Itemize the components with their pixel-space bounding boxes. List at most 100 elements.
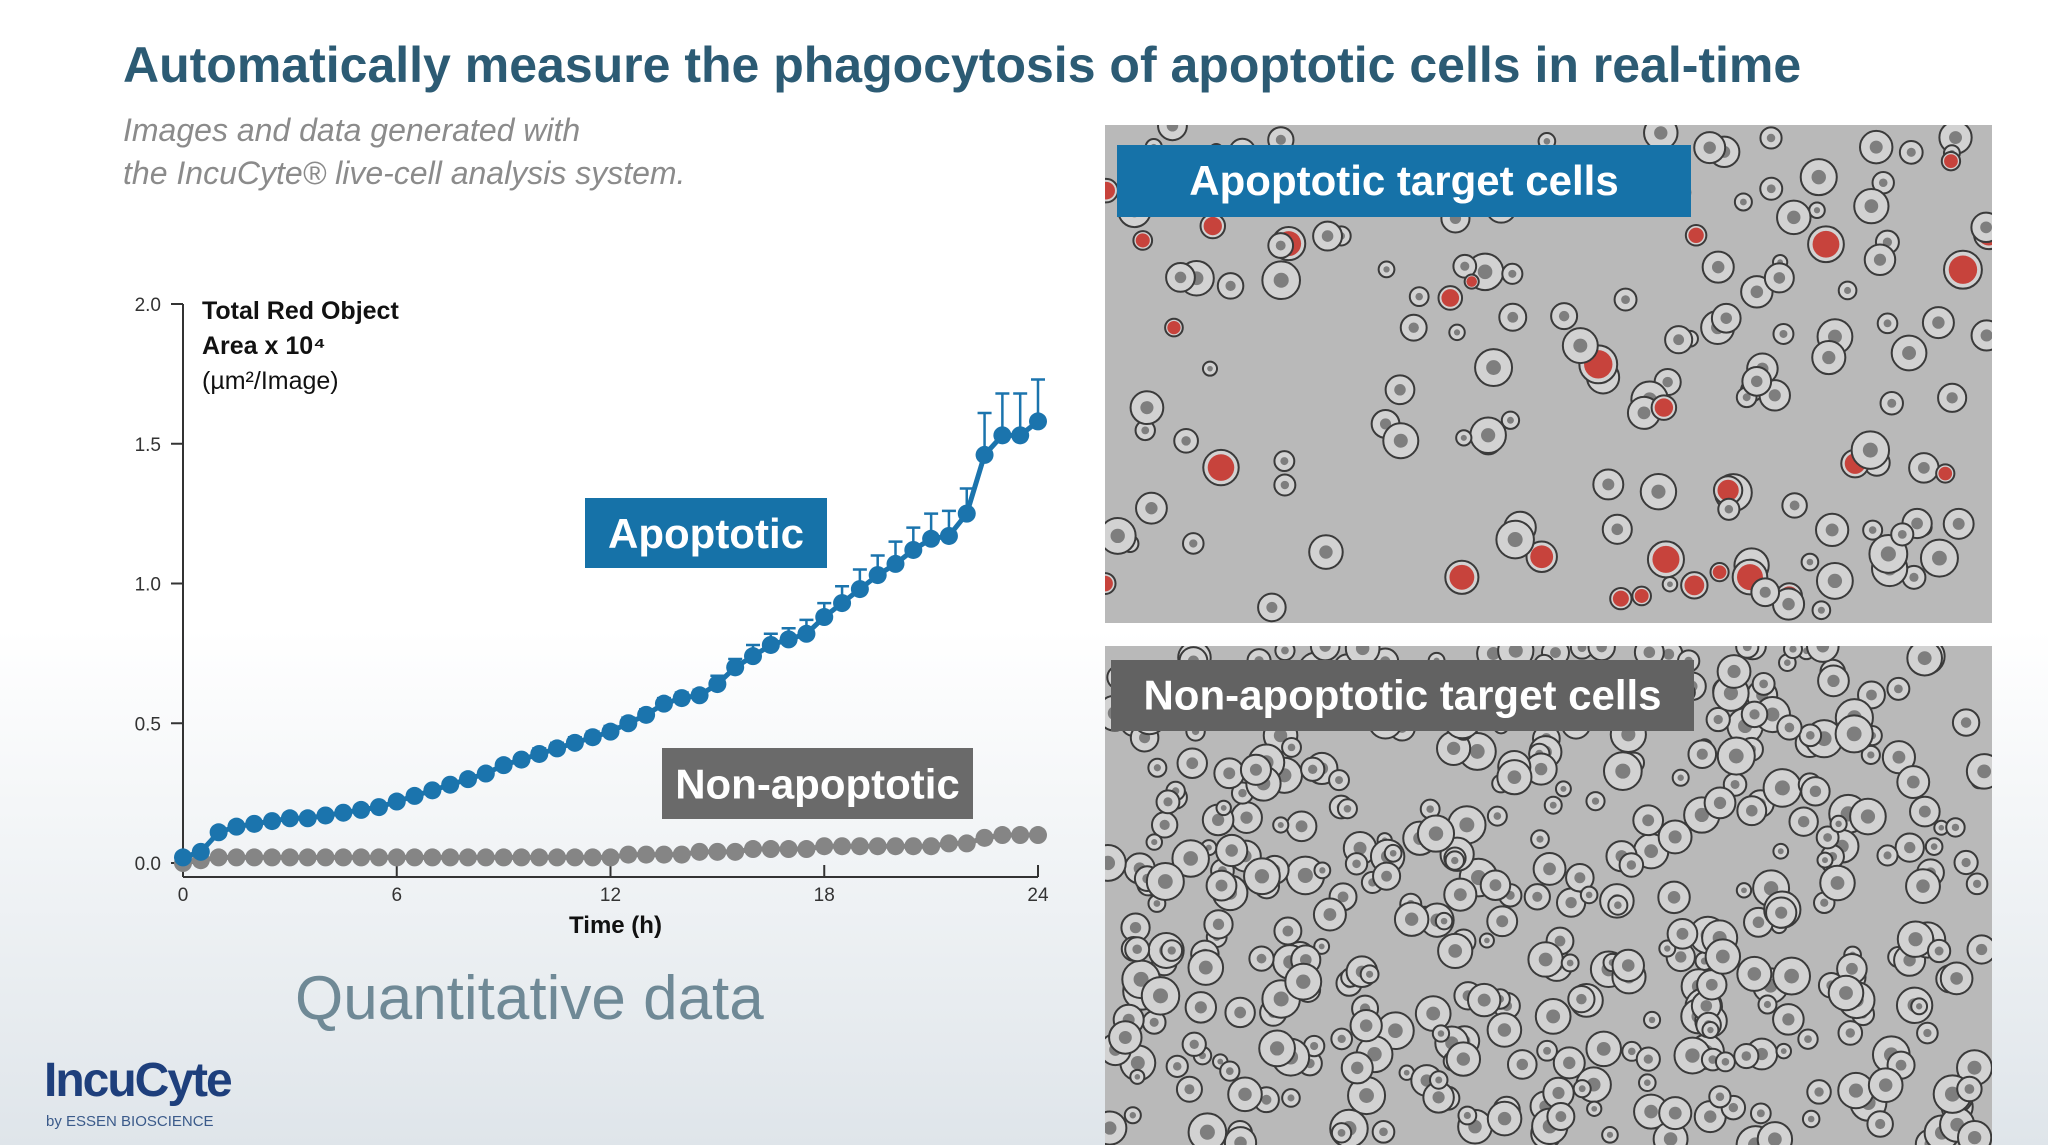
data-point xyxy=(601,722,620,741)
nucleus xyxy=(1493,812,1502,820)
data-point xyxy=(352,848,371,867)
nucleus xyxy=(1742,393,1751,402)
nucleus xyxy=(1254,869,1270,884)
y-tick-label: 2.0 xyxy=(135,295,161,316)
nucleus xyxy=(1972,879,1982,888)
nucleus xyxy=(1555,1111,1567,1122)
red-cell xyxy=(1717,479,1739,501)
data-point xyxy=(548,848,567,867)
nucleus xyxy=(1563,1056,1576,1070)
nucleus xyxy=(1463,1111,1471,1120)
nucleus xyxy=(1667,891,1681,904)
data-point xyxy=(1011,826,1030,845)
nucleus xyxy=(1207,365,1213,372)
nucleus xyxy=(1759,679,1769,689)
data-point xyxy=(245,814,264,833)
image-panels: Apoptotic target cells Non-apoptotic targ… xyxy=(1105,125,1992,1145)
nucleus xyxy=(1663,648,1675,660)
nucleus xyxy=(1308,764,1318,774)
nucleus xyxy=(1739,198,1747,206)
nucleus xyxy=(1225,280,1236,292)
cell xyxy=(1806,646,1840,663)
nucleus xyxy=(1506,416,1514,424)
nucleus xyxy=(1159,819,1170,830)
nucleus xyxy=(1574,872,1586,884)
nucleus xyxy=(1359,1088,1374,1103)
x-axis-label: Time (h) xyxy=(569,912,662,939)
nucleus xyxy=(1654,126,1668,140)
nucleus xyxy=(1426,805,1434,813)
nucleus xyxy=(1878,1078,1893,1092)
cell xyxy=(1223,1126,1258,1145)
data-point xyxy=(459,848,477,867)
red-cell xyxy=(1812,230,1840,258)
nucleus xyxy=(1864,199,1879,214)
nucleus xyxy=(1704,1110,1717,1123)
nucleus xyxy=(1951,823,1960,832)
nucleus xyxy=(1273,272,1289,288)
nucleus xyxy=(1875,1118,1886,1130)
data-point xyxy=(334,803,353,822)
nucleus xyxy=(1543,862,1556,876)
y-tick-label: 1.0 xyxy=(135,575,161,596)
nucleus xyxy=(1383,266,1390,273)
nucleus xyxy=(1862,442,1878,458)
nucleus xyxy=(1648,1016,1656,1024)
nucleus xyxy=(1741,1051,1752,1061)
data-point xyxy=(779,840,798,859)
nucleus xyxy=(1573,338,1588,353)
nucleus xyxy=(1707,1026,1714,1034)
nucleus xyxy=(1484,937,1490,944)
nucleus xyxy=(1626,860,1637,870)
nucleus xyxy=(1902,346,1917,360)
nucleus xyxy=(1497,1111,1512,1126)
nucleus xyxy=(1318,943,1325,950)
nucleus xyxy=(1256,953,1267,964)
red-cell xyxy=(1684,575,1705,596)
caption: Quantitative data xyxy=(295,964,764,1033)
nucleus xyxy=(1724,505,1734,514)
nucleus xyxy=(1249,763,1262,776)
nucleus xyxy=(1552,1086,1565,1099)
nucleus xyxy=(1238,788,1247,798)
nucleus xyxy=(1408,322,1419,333)
data-point xyxy=(850,837,869,856)
data-point xyxy=(744,647,762,666)
data-point xyxy=(654,694,673,713)
data-point xyxy=(441,848,460,867)
nucleus xyxy=(1536,835,1544,843)
data-point xyxy=(227,848,246,867)
data-point xyxy=(530,848,549,867)
nucleus xyxy=(1814,1087,1824,1097)
data-point xyxy=(369,798,388,817)
red-cell xyxy=(1938,466,1953,481)
nucleus xyxy=(1149,1017,1159,1027)
data-point xyxy=(868,566,887,585)
nucleus xyxy=(1663,1132,1678,1145)
nucleus xyxy=(1359,1019,1373,1032)
data-point xyxy=(565,733,584,752)
nucleus xyxy=(1585,891,1593,899)
data-point xyxy=(993,826,1012,845)
nucleus xyxy=(1938,824,1945,831)
nucleus xyxy=(1675,951,1687,963)
nucleus xyxy=(1153,988,1168,1004)
nucleus xyxy=(1281,646,1289,655)
y-tick-label: 0.0 xyxy=(135,854,161,875)
data-point xyxy=(369,848,388,867)
nucleus xyxy=(1728,748,1744,764)
nucleus xyxy=(1628,1047,1636,1056)
nucleus xyxy=(1883,851,1892,860)
red-cell xyxy=(1612,590,1629,607)
nucleus xyxy=(1453,888,1467,902)
nucleus xyxy=(1381,870,1392,882)
nucleus xyxy=(1845,962,1858,975)
nucleus xyxy=(1497,1023,1512,1037)
nucleus xyxy=(1234,1136,1247,1145)
nucleus xyxy=(1389,849,1397,857)
nucleus xyxy=(1615,763,1631,779)
subtitle: Images and data generated with xyxy=(123,112,580,148)
nucleus xyxy=(1723,686,1739,701)
nucleus xyxy=(1507,770,1522,784)
nucleus xyxy=(1906,775,1920,789)
